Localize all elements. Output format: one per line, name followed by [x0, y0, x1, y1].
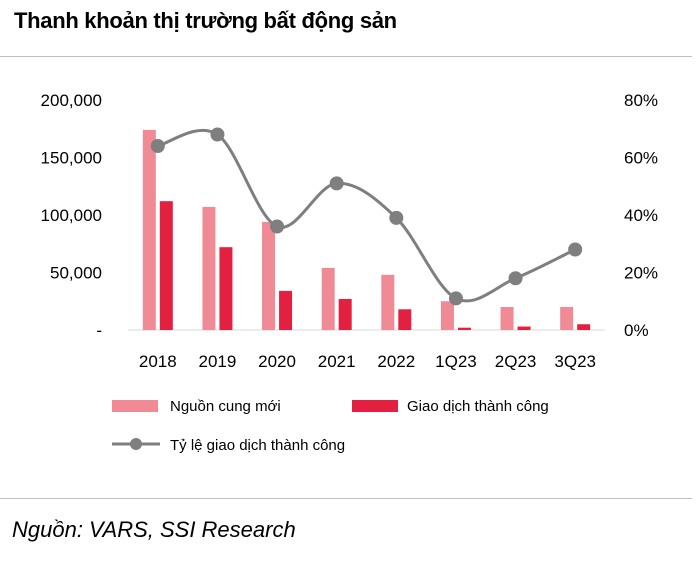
- line-success-rate: [157, 128, 576, 303]
- x-tick-label: 2021: [318, 352, 356, 371]
- y-right-tick-label: 0%: [624, 321, 649, 340]
- y-left-tick-label: 100,000: [41, 206, 102, 225]
- y-left-tick-label: 200,000: [41, 91, 102, 110]
- y-right-tick-label: 80%: [624, 91, 658, 110]
- x-tick-label: 3Q23: [554, 352, 596, 371]
- bar-supply-3q23: [560, 307, 574, 330]
- point-success-rate-3q23: [568, 242, 583, 257]
- bar-supply-1q23: [440, 301, 454, 330]
- bar-transactions-2018: [159, 201, 173, 330]
- bar-supply-2018: [142, 129, 156, 330]
- bar-transactions-2q23: [517, 326, 531, 330]
- bar-supply-2q23: [500, 307, 514, 330]
- point-success-rate-2020: [270, 219, 285, 234]
- legend-swatch-supply: [112, 400, 158, 412]
- x-tick-label: 2Q23: [495, 352, 537, 371]
- bar-transactions-2019: [219, 247, 233, 330]
- y-right-tick-label: 20%: [624, 264, 658, 283]
- source-note: Nguồn: VARS, SSI Research: [12, 517, 296, 542]
- bar-transactions-1q23: [457, 327, 471, 330]
- bar-transactions-3q23: [577, 324, 591, 330]
- bar-supply-2021: [321, 267, 335, 330]
- bar-supply-2019: [202, 206, 216, 330]
- x-tick-label: 1Q23: [435, 352, 477, 371]
- bottom-divider: [0, 498, 692, 499]
- bar-supply-2020: [262, 221, 276, 330]
- bar-transactions-2021: [338, 298, 352, 330]
- legend-label-rate: Tỷ lệ giao dịch thành công: [170, 437, 345, 454]
- bar-supply-2022: [381, 274, 395, 330]
- point-success-rate-2019: [210, 127, 225, 142]
- point-success-rate-2018: [150, 139, 165, 153]
- y-left-tick-label: -: [96, 321, 102, 340]
- bar-transactions-2020: [279, 290, 293, 330]
- point-success-rate-2q23: [508, 271, 523, 286]
- legend-label-supply: Nguồn cung mới: [170, 398, 281, 415]
- point-success-rate-2022: [389, 210, 404, 225]
- point-success-rate-2021: [329, 176, 344, 191]
- y-right-tick-label: 40%: [624, 206, 658, 225]
- y-left-tick-label: 50,000: [50, 264, 102, 283]
- point-success-rate-1q23: [448, 291, 463, 306]
- x-tick-label: 2020: [258, 352, 296, 371]
- legend-swatch-transactions: [352, 400, 398, 412]
- y-left-tick-label: 150,000: [41, 149, 102, 168]
- x-tick-label: 2019: [199, 352, 237, 371]
- x-tick-label: 2018: [139, 352, 177, 371]
- legend-swatch-rate-marker: [130, 438, 142, 450]
- top-divider: [0, 56, 692, 57]
- legend-label-transactions: Giao dịch thành công: [407, 398, 549, 415]
- chart-title: Thanh khoản thị trường bất động sản: [14, 8, 397, 33]
- bar-transactions-2022: [398, 309, 412, 330]
- x-tick-label: 2022: [377, 352, 415, 371]
- liquidity-chart: - 50,000 100,000 150,000 200,000 0% 20% 40% 60% 8…: [41, 91, 658, 454]
- y-right-tick-label: 60%: [624, 149, 658, 168]
